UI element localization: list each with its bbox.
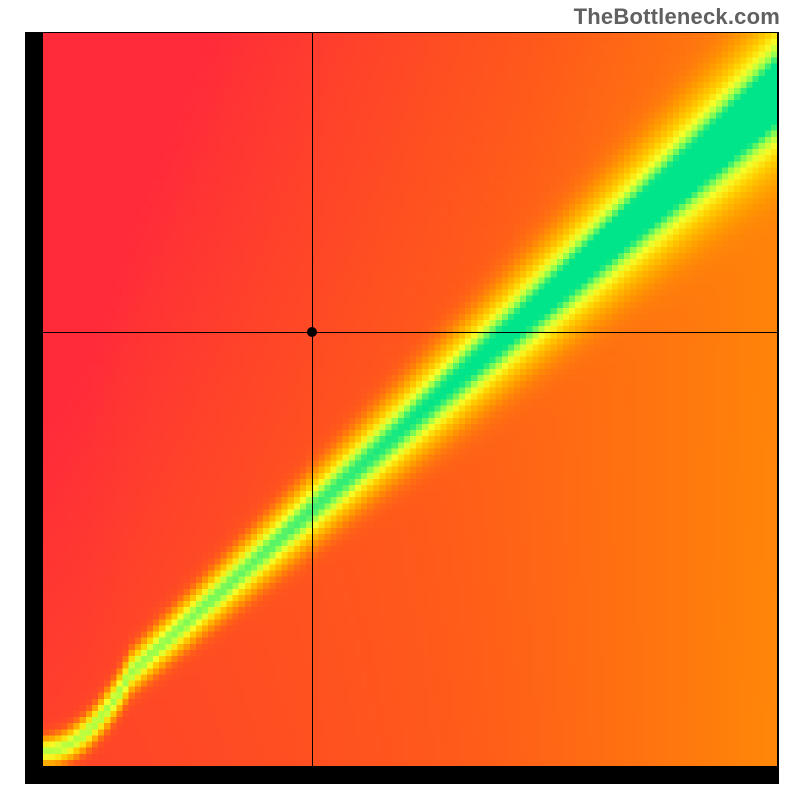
plot-border-top [25, 32, 779, 33]
crosshair-horizontal [43, 332, 777, 333]
marker-dot [307, 327, 317, 337]
plot-border-left [25, 32, 43, 784]
plot-border-right [777, 32, 779, 784]
watermark-text: TheBottleneck.com [574, 4, 780, 30]
bottleneck-heatmap [43, 33, 777, 766]
plot-border-bottom [25, 766, 779, 784]
chart-container: { "watermark": { "text": "TheBottleneck.… [0, 0, 800, 800]
crosshair-vertical [312, 33, 313, 766]
